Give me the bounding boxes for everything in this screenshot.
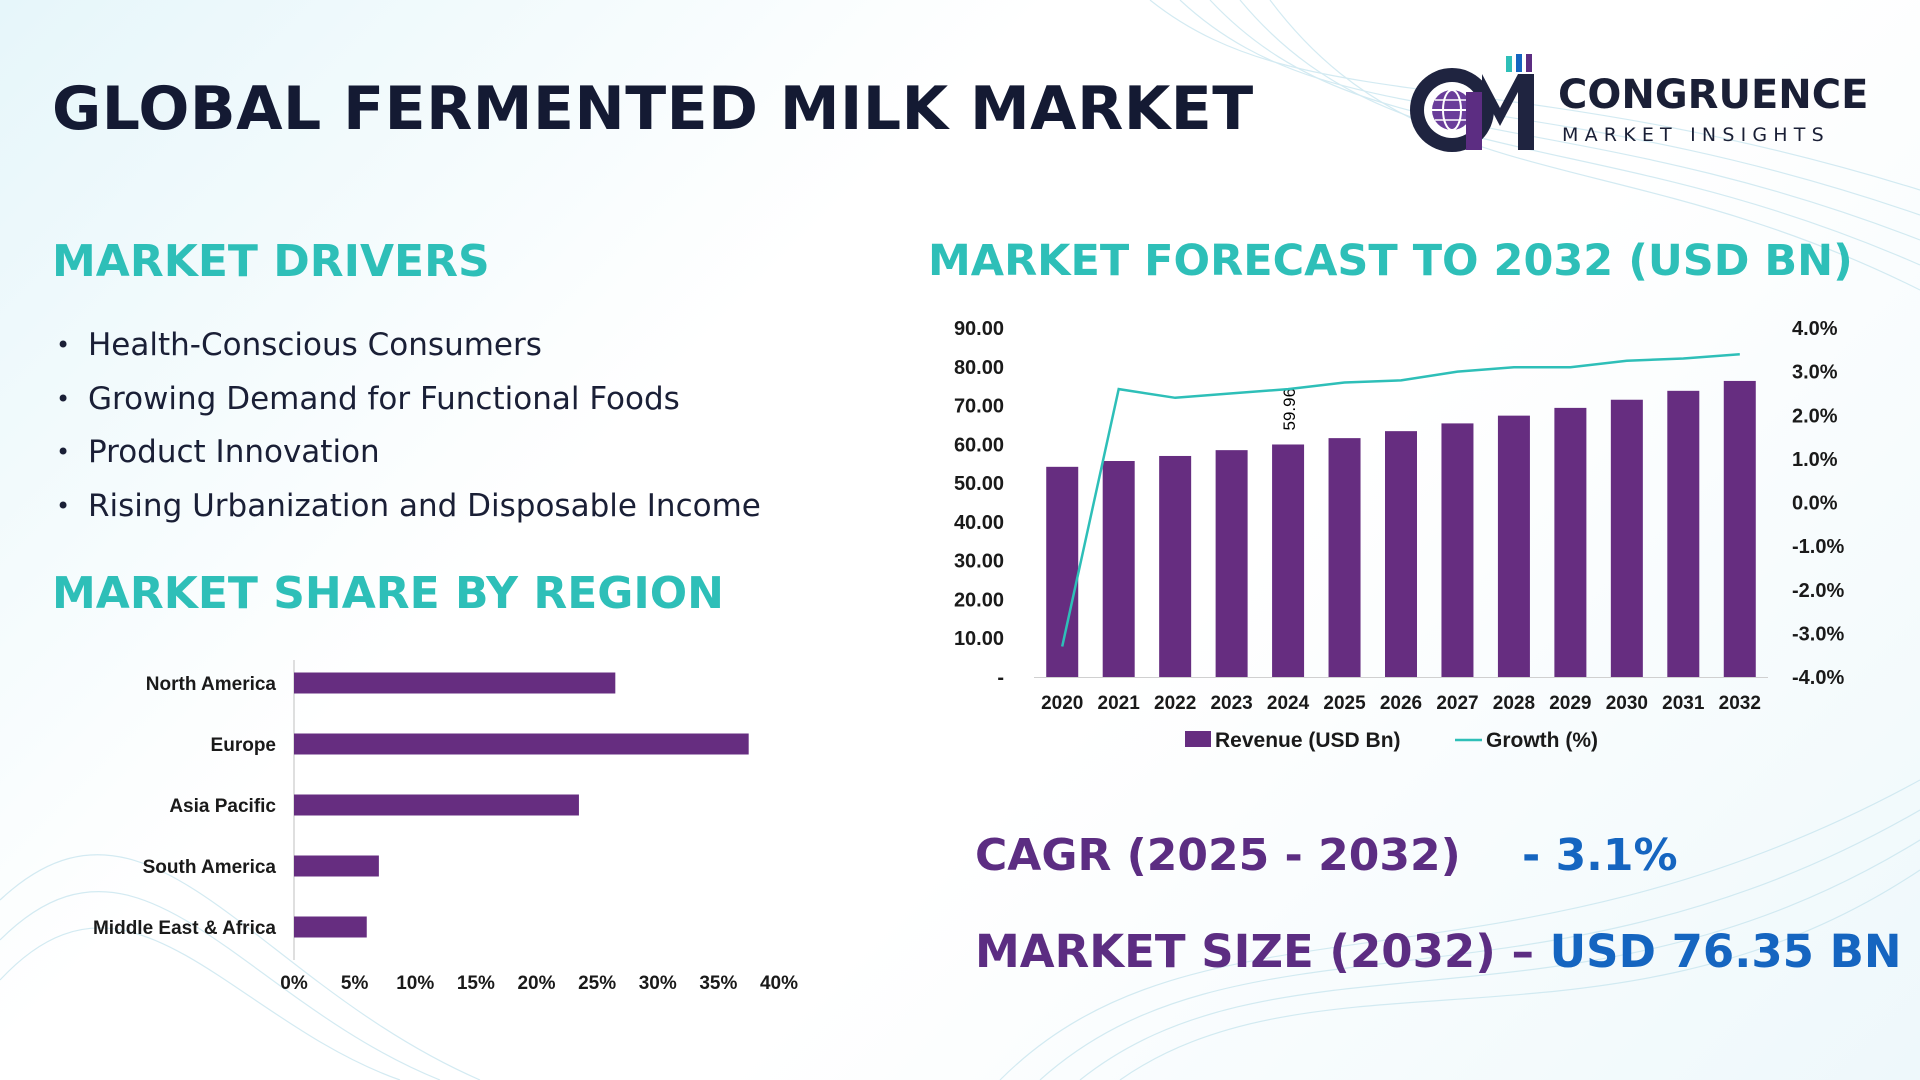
right-tick-label: -4.0%: [1792, 667, 1844, 689]
region-bar: [294, 794, 579, 816]
left-tick-label: 80.00: [954, 357, 1004, 379]
revenue-bar: [1554, 407, 1587, 677]
year-tick-label: 2027: [1436, 693, 1478, 714]
region-label: South America: [143, 857, 277, 878]
left-tick-label: 70.00: [954, 396, 1004, 418]
revenue-bar: [1328, 438, 1361, 677]
year-tick-label: 2020: [1041, 693, 1083, 714]
region-label: Middle East & Africa: [93, 918, 276, 939]
year-tick-label: 2026: [1380, 693, 1422, 714]
legend-revenue-swatch: [1185, 731, 1211, 747]
revenue-bar: [1610, 399, 1643, 677]
region-tick-label: 40%: [760, 973, 798, 994]
bullet-icon: •: [56, 384, 71, 413]
revenue-bar: [1385, 431, 1417, 677]
revenue-bar: [1723, 380, 1756, 677]
bullet-icon: •: [56, 438, 71, 466]
year-tick-label: 2031: [1662, 693, 1705, 714]
left-tick-label: 40.00: [954, 512, 1004, 534]
region-tick-label: 10%: [396, 973, 434, 994]
region-label: Asia Pacific: [169, 796, 276, 817]
right-tick-label: -1.0%: [1792, 536, 1844, 558]
year-tick-label: 2025: [1323, 693, 1366, 714]
driver-item: • Rising Urbanization and Disposable Inco…: [56, 483, 761, 537]
cagr-value: - 3.1%: [1521, 830, 1678, 881]
region-bar: [294, 916, 367, 938]
growth-line: [1060, 352, 1740, 647]
bullet-icon: •: [56, 491, 71, 520]
driver-item: • Product Innovation: [56, 429, 761, 483]
right-tick-label: -3.0%: [1792, 623, 1844, 645]
year-tick-label: 2021: [1098, 693, 1141, 714]
revenue-bar: [1159, 455, 1192, 677]
year-tick-label: 2029: [1549, 693, 1591, 714]
right-tick-label: 4.0%: [1792, 318, 1838, 340]
market-share-heading: MARKET SHARE BY REGION: [52, 568, 724, 619]
right-tick-label: -2.0%: [1792, 580, 1844, 602]
left-tick-label: 90.00: [954, 318, 1004, 340]
left-tick-label: -: [997, 667, 1004, 689]
right-tick-label: 1.0%: [1792, 449, 1838, 471]
region-bar: [294, 733, 749, 755]
region-tick-label: 30%: [639, 973, 677, 994]
bullet-icon: •: [56, 331, 71, 359]
left-tick-label: 50.00: [954, 473, 1004, 495]
revenue-bar: [1215, 450, 1248, 677]
forecast-heading: MARKET FORECAST TO 2032 (USD BN): [928, 236, 1853, 286]
region-bar: [294, 672, 616, 694]
region-tick-label: 25%: [578, 973, 616, 994]
driver-text: Growing Demand for Functional Foods: [88, 380, 680, 417]
left-tick-label: 30.00: [954, 551, 1004, 573]
bar-data-label: 59.96: [1280, 388, 1299, 431]
year-tick-label: 2024: [1267, 693, 1310, 714]
revenue-bar: [1667, 390, 1700, 677]
revenue-bar: [1497, 415, 1530, 677]
market-drivers-heading: MARKET DRIVERS: [52, 236, 490, 287]
revenue-bar: [1272, 444, 1305, 677]
year-tick-label: 2030: [1606, 693, 1648, 714]
region-tick-label: 0%: [280, 973, 308, 994]
region-tick-label: 15%: [457, 973, 495, 994]
cagr-stat: CAGR (2025 - 2032) - 3.1%: [975, 830, 1678, 881]
revenue-bar: [1441, 423, 1474, 677]
legend-revenue-label: Revenue (USD Bn): [1215, 729, 1401, 752]
region-tick-label: 5%: [341, 973, 369, 994]
right-tick-label: 2.0%: [1792, 405, 1838, 427]
driver-item: • Health-Conscious Consumers: [56, 322, 761, 376]
year-tick-label: 2028: [1493, 693, 1535, 714]
right-tick-label: 3.0%: [1792, 362, 1838, 384]
cagr-label: CAGR (2025 - 2032): [975, 830, 1461, 881]
market-size-label: MARKET SIZE (2032) –: [975, 925, 1534, 978]
left-tick-label: 60.00: [954, 434, 1004, 456]
cm-globe-chart-logo-icon: [1410, 54, 1534, 152]
market-size-value: USD 76.35 BN: [1549, 925, 1902, 978]
right-tick-label: 0.0%: [1792, 493, 1838, 515]
year-tick-label: 2023: [1210, 693, 1252, 714]
driver-text: Product Innovation: [88, 434, 380, 470]
left-tick-label: 10.00: [954, 628, 1004, 650]
page-title: GLOBAL FERMENTED MILK MARKET: [52, 74, 1254, 144]
year-tick-label: 2022: [1154, 693, 1196, 714]
region-tick-label: 20%: [517, 973, 555, 994]
region-label: Europe: [211, 735, 276, 756]
revenue-bar: [1102, 461, 1135, 677]
left-tick-label: 20.00: [954, 589, 1004, 611]
market-size-stat: MARKET SIZE (2032) – USD 76.35 BN: [975, 925, 1902, 978]
region-label: North America: [146, 674, 277, 695]
region-tick-label: 35%: [699, 973, 737, 994]
driver-item: • Growing Demand for Functional Foods: [56, 376, 761, 430]
year-tick-label: 2032: [1719, 693, 1761, 714]
logo-name: CONGRUENCE: [1558, 72, 1869, 118]
driver-text: Rising Urbanization and Disposable Incom…: [88, 487, 761, 524]
company-logo: CONGRUENCE MARKET INSIGHTS: [1400, 54, 1880, 158]
legend-growth-label: Growth (%): [1486, 729, 1598, 752]
region-bar: [294, 855, 379, 877]
logo-tagline: MARKET INSIGHTS: [1562, 124, 1830, 146]
driver-text: Health-Conscious Consumers: [88, 327, 542, 363]
market-drivers-list: • Health-Conscious Consumers • Growing Dem…: [56, 322, 761, 536]
